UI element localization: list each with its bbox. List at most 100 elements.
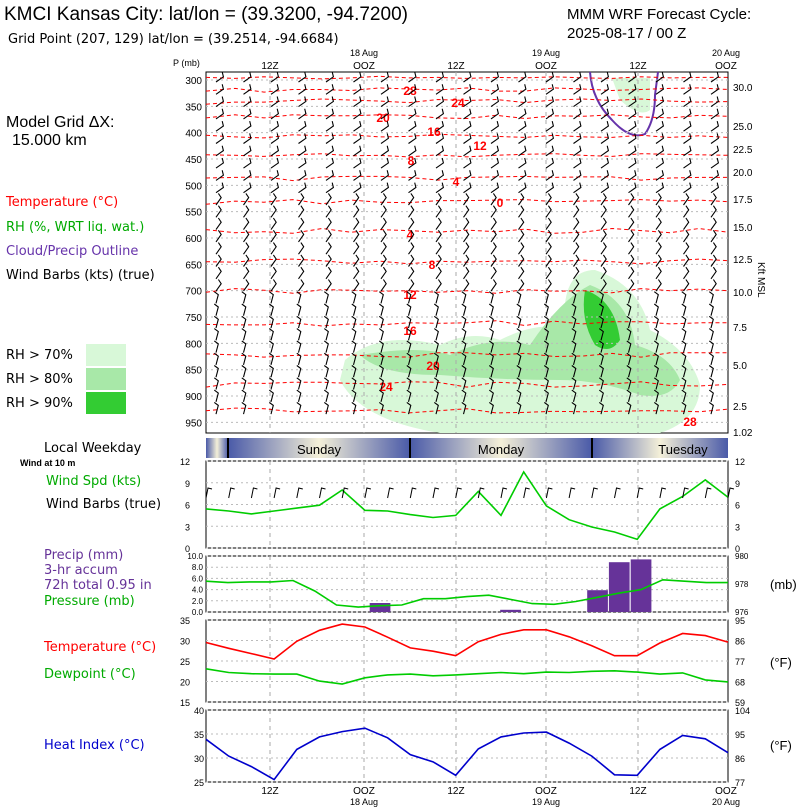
wind-barb [710,205,717,218]
precip-bar [369,603,391,612]
wind-barb [408,84,417,95]
surface-wind-barb [568,487,576,499]
wind-barb [406,401,412,415]
wind-barb [626,303,632,316]
wind-barb [268,377,274,390]
wind-barb [353,205,360,218]
wind-barb [545,229,552,243]
bottom-hour-label: OOZ [715,786,737,797]
wind-barb [325,96,335,108]
wind-barb [270,170,280,181]
wind-barb [270,182,280,194]
wind-barb [628,205,635,218]
pressure-tick-label: 550 [185,208,202,219]
wind-barbs-legend: Wind Barbs (true) [46,497,162,512]
temperature-contour [205,352,728,358]
wind-barb [545,279,552,292]
cloud-outline [589,71,659,137]
wind-speed-legend: Wind Spd (kts) [46,474,142,489]
wind-barb [490,242,497,255]
wind-barb [545,133,555,144]
wind-barb [433,365,439,378]
wind-barb [270,84,280,95]
wind-barb [518,145,527,157]
surface-wind-barb [477,487,485,499]
wind-barb [463,157,472,169]
wind-barb [708,303,714,316]
height-tick-label: 15.0 [733,223,753,234]
wind-barb [296,377,302,390]
wind-barb [655,229,662,243]
wind-barb [408,242,415,255]
wind-barb [490,229,497,243]
wind-barb [708,352,714,366]
surface-wind-barb [319,487,326,499]
wind-barb [600,182,610,194]
surface-wind-barb [409,487,417,499]
weekday-segment [228,438,410,458]
wind-tick-label-right: 0 [735,544,740,554]
wind-barb [435,242,442,255]
wind-barb [243,182,252,194]
wind-barb [655,266,662,280]
wind-barb [213,340,219,353]
height-tick-label: 20.0 [733,168,753,179]
surface-wind-barb [523,487,530,499]
wind-barb [268,291,274,304]
wind-barb [463,205,470,218]
precip-tick-label: 2.0 [192,597,204,606]
wind-barb [241,389,247,402]
fahrenheit-tick-label: 86 [735,637,745,647]
precip-bar [630,559,652,612]
wind-barb [243,145,252,157]
wind-barb [545,266,552,280]
wind-barb [463,193,470,206]
rh-80-swatch [86,368,126,390]
top-hour-label: OOZ [715,61,737,72]
wind-barb [435,71,445,83]
wind-barb [353,182,362,194]
wind-barb [323,340,329,353]
wind-barb [325,229,332,243]
wind-barb [296,303,302,316]
wind-barb [461,352,467,366]
wind-barb [516,401,522,415]
heat-index-tick-label: 30 [194,754,204,764]
temperature-contour [205,75,728,80]
wind-barb [463,182,472,194]
wind-barb [571,291,577,304]
wind-barb [518,254,525,267]
wind-barb [325,242,332,255]
surface-wind-barb [636,487,644,499]
wind-barb [653,340,659,353]
wind-barb [433,377,439,390]
wind-barb [270,145,280,157]
wind-barb [600,108,610,120]
wind-barb [545,254,552,267]
wind-barb [268,389,274,402]
wind-barb [516,328,522,341]
bottom-hour-label: OOZ [535,786,557,797]
wind-barb [683,170,692,181]
wind-barb [461,303,467,316]
wind-barb [215,84,225,95]
wind-barb [323,365,329,378]
wind-barb [213,291,219,304]
wind-barb [378,401,384,415]
wind-barb [406,365,412,378]
wind-barb [241,365,247,378]
wind-barb [298,254,305,267]
wind-barb [543,315,549,329]
wind-barb [710,145,720,157]
wind-barb [270,242,277,255]
wind-barb [708,401,714,415]
temperature-contour-label: 16 [427,125,441,139]
wind-barb [545,242,552,255]
wind-barb [378,340,384,353]
wind-barb [406,328,412,341]
wind-barb [488,303,494,316]
wind-barb [683,96,692,108]
wind-barb [710,254,717,267]
wind-barb [380,71,390,83]
wind-barb [681,365,687,378]
